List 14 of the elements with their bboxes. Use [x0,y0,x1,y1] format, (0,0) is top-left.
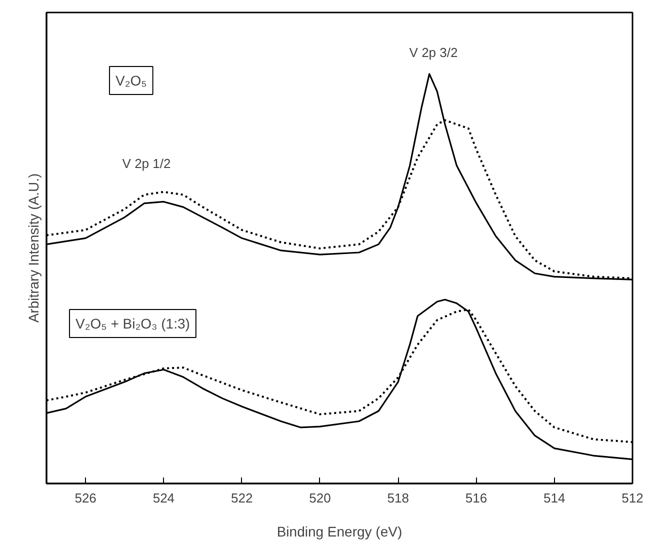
x-tick-label: 524 [152,490,175,506]
x-tick-label: 518 [387,490,409,506]
x-tick-label: 526 [74,490,96,506]
x-tick-label: 514 [544,490,566,506]
text: V 2p 3/2 [409,45,458,60]
annotation: V₂O₅ + Bi₂O₃ (1:3) [76,316,190,332]
annotation: V 2p 1/2 [122,156,171,171]
x-tick-label: 516 [465,490,488,506]
x-tick-label: 512 [622,490,644,506]
y-axis-title: Arbitrary Intensity (A.U.) [26,173,42,323]
x-tick-label: 520 [309,490,331,506]
x-axis-title: Binding Energy (eV) [276,524,402,540]
x-tick-label: 522 [230,490,253,506]
annotation: V₂O₅ [116,72,147,88]
